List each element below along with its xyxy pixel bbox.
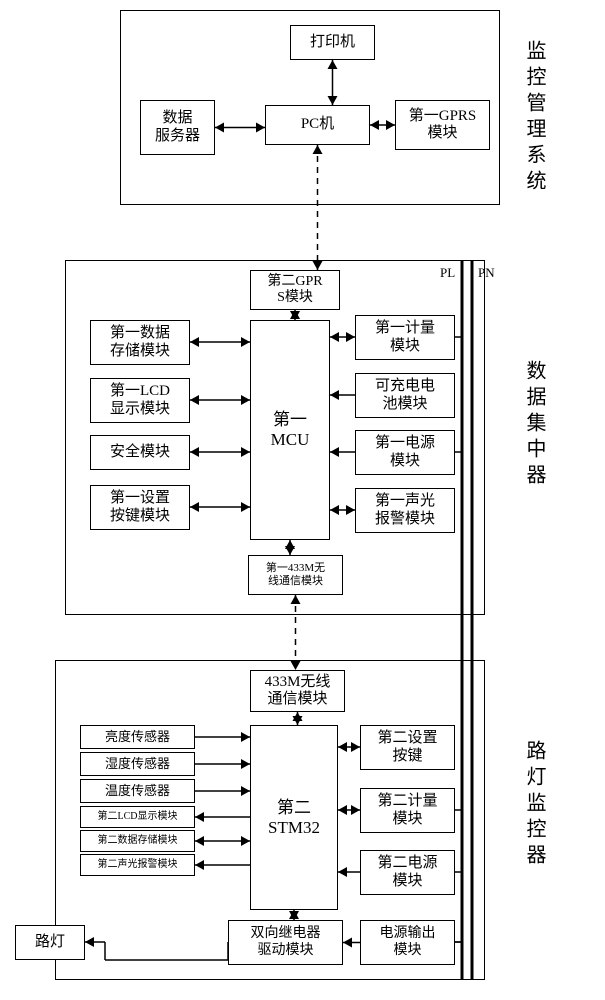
section-label-s1: 监控管理系统 [520, 40, 549, 196]
node-stm32: 第二STM32 [250, 725, 338, 910]
node-lux: 亮度传感器 [80, 725, 195, 749]
node-lcd2: 第二LCD显示模块 [80, 806, 195, 828]
node-lamp: 路灯 [15, 925, 85, 960]
node-pwr1: 第一电源模块 [355, 430, 455, 475]
node-lcd1: 第一LCD显示模块 [90, 378, 190, 423]
section-label-s2: 数据集中器 [520, 360, 549, 490]
node-relay: 双向继电器驱动模块 [228, 920, 343, 965]
node-gprs1: 第一GPRS模块 [395, 100, 490, 150]
node-batt: 可充电电池模块 [355, 373, 455, 418]
node-meter1: 第一计量模块 [355, 315, 455, 360]
node-temp: 温度传感器 [80, 779, 195, 803]
node-set2: 第二设置按键 [360, 725, 455, 770]
node-pwrout: 电源输出模块 [360, 920, 455, 965]
section-label-s3: 路灯监控器 [520, 740, 549, 870]
node-meter2: 第二计量模块 [360, 788, 455, 833]
node-store2: 第二数据存储模块 [80, 830, 195, 852]
label-pl: PL [440, 265, 455, 281]
node-rf2: 433M无线通信模块 [250, 670, 345, 712]
label-pn: PN [478, 265, 495, 281]
node-safe: 安全模块 [90, 435, 190, 470]
node-alarm2: 第二声光报警模块 [80, 854, 195, 876]
node-store1: 第一数据存储模块 [90, 320, 190, 365]
node-rf1: 第一433M无线通信模块 [248, 555, 343, 595]
node-set1: 第一设置按键模块 [90, 485, 190, 530]
node-pwr2: 第二电源模块 [360, 850, 455, 895]
node-hum: 湿度传感器 [80, 752, 195, 776]
node-server: 数据服务器 [140, 100, 215, 155]
node-alarm1: 第一声光报警模块 [355, 488, 455, 533]
node-gprs2: 第二GPRS模块 [250, 270, 340, 310]
node-printer: 打印机 [290, 25, 375, 60]
node-mcu: 第一MCU [250, 320, 330, 540]
node-pc: PC机 [265, 105, 370, 145]
